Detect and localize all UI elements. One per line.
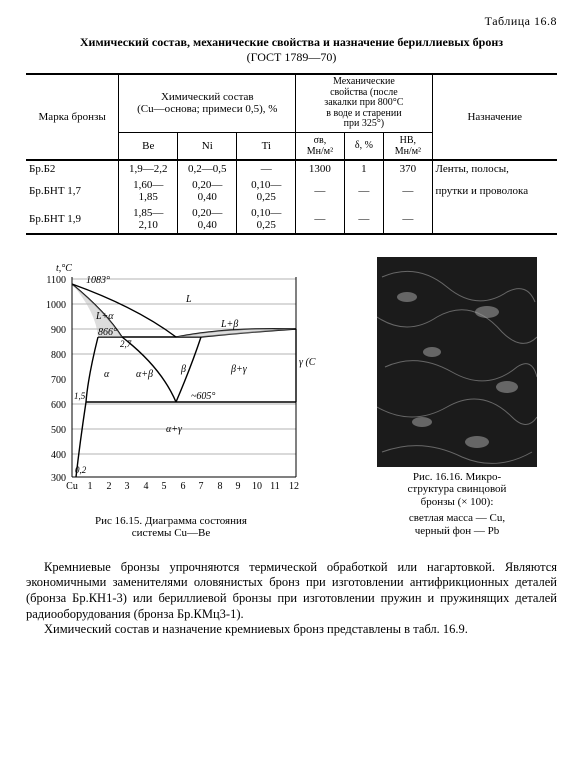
cell-d: —: [344, 177, 384, 205]
fig-caption-left: Рис 16.15. Диаграмма состояния системы C…: [26, 515, 316, 540]
svg-text:1000: 1000: [46, 300, 66, 311]
svg-text:8: 8: [218, 481, 223, 492]
microstructure-image: [377, 257, 537, 467]
cell-ti: 0,10— 0,25: [237, 205, 296, 234]
svg-text:2,7: 2,7: [120, 339, 132, 349]
phase-diagram-svg: 1100 1000 900 800 700 600 500 400 300: [26, 257, 316, 507]
figure-phase-diagram: 1100 1000 900 800 700 600 500 400 300: [26, 257, 316, 540]
cell-ti: 0,10— 0,25: [237, 177, 296, 205]
table-caption: Химический состав, механические свойства…: [26, 35, 557, 65]
cell-ni: 0,2—0,5: [178, 160, 237, 177]
svg-text:α: α: [104, 369, 110, 380]
cell-sv: —: [296, 205, 344, 234]
svg-text:t,°C: t,°C: [56, 263, 72, 274]
th-mech-group: Механические свойства (после закалки при…: [296, 74, 432, 132]
th-be: Be: [119, 132, 178, 160]
svg-text:1: 1: [88, 481, 93, 492]
cell-hb: —: [384, 177, 432, 205]
th-sv: σв, Мн/м²: [296, 132, 344, 160]
table-row: Бр.Б2 1,9—2,2 0,2—0,5 — 1300 1 370 Ленты…: [26, 160, 557, 177]
svg-text:12: 12: [289, 481, 299, 492]
svg-text:1,5: 1,5: [74, 391, 86, 401]
table-row: Бр.БНТ 1,9 1,85— 2,10 0,20— 0,40 0,10— 0…: [26, 205, 557, 234]
svg-text:L: L: [185, 294, 192, 305]
svg-text:1100: 1100: [46, 275, 66, 286]
cell-sv: 1300: [296, 160, 344, 177]
svg-text:2: 2: [107, 481, 112, 492]
th-marka: Марка бронзы: [26, 74, 119, 160]
paragraph: Кремниевые бронзы упрочняются термическо…: [26, 560, 557, 623]
cell-ni: 0,20— 0,40: [178, 205, 237, 234]
svg-text:600: 600: [51, 400, 66, 411]
svg-text:11: 11: [270, 481, 280, 492]
svg-text:500: 500: [51, 425, 66, 436]
cell-d: —: [344, 205, 384, 234]
svg-text:800: 800: [51, 350, 66, 361]
svg-text:9: 9: [236, 481, 241, 492]
cell-marka: Бр.БНТ 1,9: [26, 205, 119, 234]
svg-text:5: 5: [162, 481, 167, 492]
cell-d: 1: [344, 160, 384, 177]
svg-text:400: 400: [51, 450, 66, 461]
cell-hb: —: [384, 205, 432, 234]
svg-text:β: β: [180, 364, 186, 375]
cell-hb: 370: [384, 160, 432, 177]
svg-text:7: 7: [199, 481, 204, 492]
cell-be: 1,60— 1,85: [119, 177, 178, 205]
cell-nazn: прутки и проволока: [432, 177, 557, 205]
svg-text:900: 900: [51, 325, 66, 336]
svg-text:10: 10: [252, 481, 262, 492]
th-chem-group: Химический состав (Cu—основа; примеси 0,…: [119, 74, 296, 132]
th-nazn: Назначение: [432, 74, 557, 160]
svg-text:4: 4: [144, 481, 149, 492]
th-ni: Ni: [178, 132, 237, 160]
th-hb: HB, Мн/м²: [384, 132, 432, 160]
svg-text:L+β: L+β: [220, 319, 238, 330]
cell-sv: —: [296, 177, 344, 205]
svg-text:α+γ: α+γ: [166, 424, 183, 435]
caption-sub: (ГОСТ 1789—70): [26, 50, 557, 65]
svg-text:1083°: 1083°: [86, 275, 110, 286]
svg-text:6: 6: [181, 481, 186, 492]
cell-marka: Бр.Б2: [26, 160, 119, 177]
svg-text:Cu: Cu: [66, 481, 78, 492]
cell-nazn: [432, 205, 557, 234]
table-row: Бр.БНТ 1,7 1,60— 1,85 0,20— 0,40 0,10— 0…: [26, 177, 557, 205]
cell-be: 1,9—2,2: [119, 160, 178, 177]
composition-table: Марка бронзы Химический состав (Cu—основ…: [26, 73, 557, 235]
fig-caption-right-sub: светлая масса — Cu, черный фон — Pb: [357, 512, 557, 537]
paragraph: Химический состав и назначение кремниевы…: [26, 622, 557, 638]
caption-main: Химический состав, механические свойства…: [80, 35, 503, 49]
svg-text:866°: 866°: [98, 327, 117, 338]
svg-text:300: 300: [51, 473, 66, 484]
svg-text:~605°: ~605°: [191, 391, 215, 402]
cell-nazn: Ленты, полосы,: [432, 160, 557, 177]
body-text: Кремниевые бронзы упрочняются термическо…: [26, 560, 557, 638]
table-number: Таблица 16.8: [26, 14, 557, 29]
fig-caption-right: Рис. 16.16. Микро- структура свинцовой б…: [357, 471, 557, 509]
svg-text:L+α: L+α: [95, 311, 114, 322]
th-d: δ, %: [344, 132, 384, 160]
cell-ti: —: [237, 160, 296, 177]
svg-text:α+β: α+β: [136, 369, 153, 380]
cell-be: 1,85— 2,10: [119, 205, 178, 234]
cell-marka: Бр.БНТ 1,7: [26, 177, 119, 205]
figure-microstructure: Рис. 16.16. Микро- структура свинцовой б…: [357, 257, 557, 540]
svg-text:700: 700: [51, 375, 66, 386]
cell-ni: 0,20— 0,40: [178, 177, 237, 205]
svg-text:0,2: 0,2: [75, 465, 87, 475]
gamma-label: γ (Cu₂Be): [299, 357, 316, 368]
svg-text:β+γ: β+γ: [230, 364, 248, 375]
svg-text:3: 3: [125, 481, 130, 492]
th-ti: Ti: [237, 132, 296, 160]
